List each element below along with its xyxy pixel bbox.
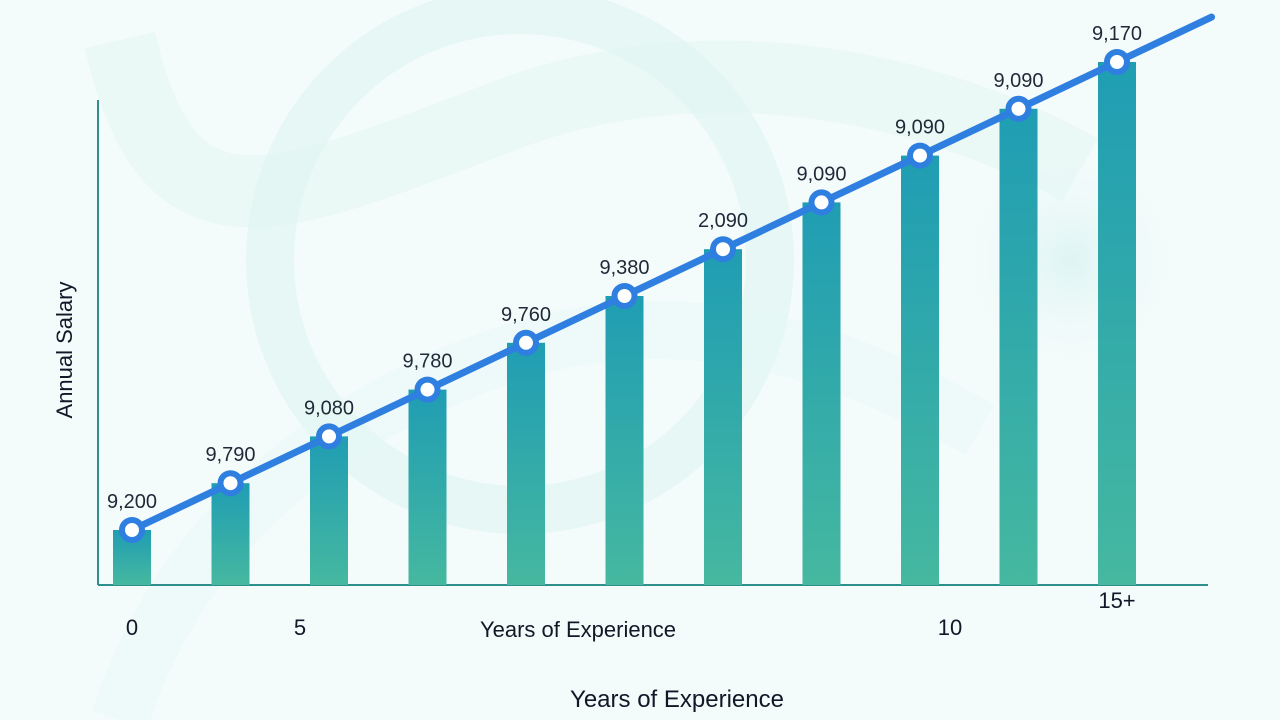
data-label: 9,090 bbox=[993, 70, 1043, 92]
data-label: 2,090 bbox=[698, 210, 748, 232]
line-point bbox=[217, 470, 244, 497]
line-point bbox=[808, 189, 835, 216]
x-ticks: 0 5 10 15+ bbox=[126, 588, 1136, 640]
line-point bbox=[1005, 95, 1032, 122]
chart-bar bbox=[802, 202, 841, 585]
line-point bbox=[119, 517, 145, 543]
chart-bar bbox=[408, 389, 447, 585]
markers bbox=[119, 49, 1130, 543]
x-axis-label: Years of Experience bbox=[480, 617, 676, 642]
x-tick-label: 5 bbox=[294, 615, 306, 640]
line-point bbox=[907, 142, 933, 169]
data-label: 9,080 bbox=[304, 397, 354, 419]
chart-bar bbox=[605, 296, 644, 585]
line-point bbox=[316, 423, 342, 450]
x-axis-label-secondary: Years of Experience bbox=[570, 686, 784, 713]
data-label: 9,200 bbox=[107, 491, 157, 513]
data-label: 9,170 bbox=[1092, 23, 1142, 45]
chart-bar bbox=[211, 483, 250, 585]
data-label: 9,090 bbox=[796, 163, 846, 185]
chart-bar bbox=[704, 249, 742, 585]
line-point bbox=[1104, 49, 1130, 75]
chart-bar bbox=[507, 342, 545, 585]
line-point bbox=[710, 236, 736, 263]
line-point bbox=[611, 283, 638, 309]
line-point bbox=[513, 329, 539, 356]
bars bbox=[113, 62, 1136, 586]
x-tick-label: 15+ bbox=[1098, 588, 1135, 613]
chart-bar bbox=[901, 155, 939, 585]
data-label: 9,780 bbox=[402, 351, 452, 373]
x-tick-label: 10 bbox=[938, 615, 962, 640]
data-label: 9,380 bbox=[599, 257, 649, 279]
data-labels: 9,200 9,790 9,080 9,780 9,760 9,380 2,090 9,090… bbox=[107, 23, 1142, 513]
y-axis-label: Annual Salary bbox=[52, 282, 77, 419]
chart-bar bbox=[1098, 62, 1136, 585]
chart-bar bbox=[310, 436, 348, 585]
trend-line bbox=[128, 13, 1216, 534]
chart-bar bbox=[999, 108, 1038, 586]
data-label: 9,760 bbox=[501, 304, 551, 326]
x-tick-label: 0 bbox=[126, 615, 138, 640]
data-label: 9,090 bbox=[895, 117, 945, 139]
line-point bbox=[414, 376, 441, 403]
data-label: 9,790 bbox=[205, 444, 255, 466]
